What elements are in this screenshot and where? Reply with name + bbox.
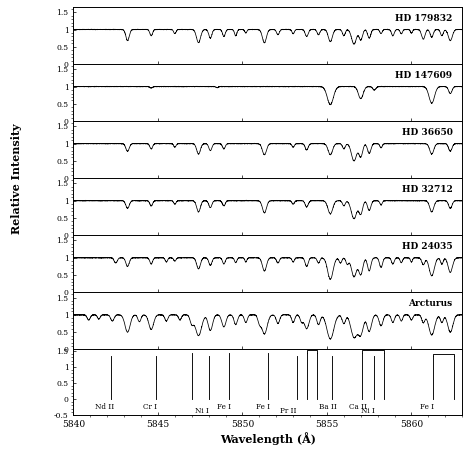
Text: Fe I: Fe I — [420, 403, 434, 411]
Text: Nd II: Nd II — [95, 403, 115, 411]
Text: Relative Intensity: Relative Intensity — [11, 123, 22, 234]
Text: HD 24035: HD 24035 — [402, 242, 452, 251]
Text: HD 36650: HD 36650 — [401, 128, 452, 137]
Text: Fe I: Fe I — [256, 403, 270, 411]
Text: HD 32712: HD 32712 — [401, 185, 452, 194]
Text: Ca II: Ca II — [349, 403, 367, 411]
Text: Ni I: Ni I — [361, 408, 374, 416]
Text: Pr II: Pr II — [280, 408, 296, 416]
Text: Ba II: Ba II — [319, 403, 337, 411]
Text: Fe I: Fe I — [217, 403, 231, 411]
X-axis label: Wavelength (Å): Wavelength (Å) — [220, 431, 316, 445]
Text: Ni I: Ni I — [195, 408, 209, 416]
Text: Arcturus: Arcturus — [408, 299, 452, 308]
Text: Cr I: Cr I — [143, 403, 157, 411]
Text: HD 179832: HD 179832 — [395, 14, 452, 23]
Text: HD 147609: HD 147609 — [395, 71, 452, 80]
